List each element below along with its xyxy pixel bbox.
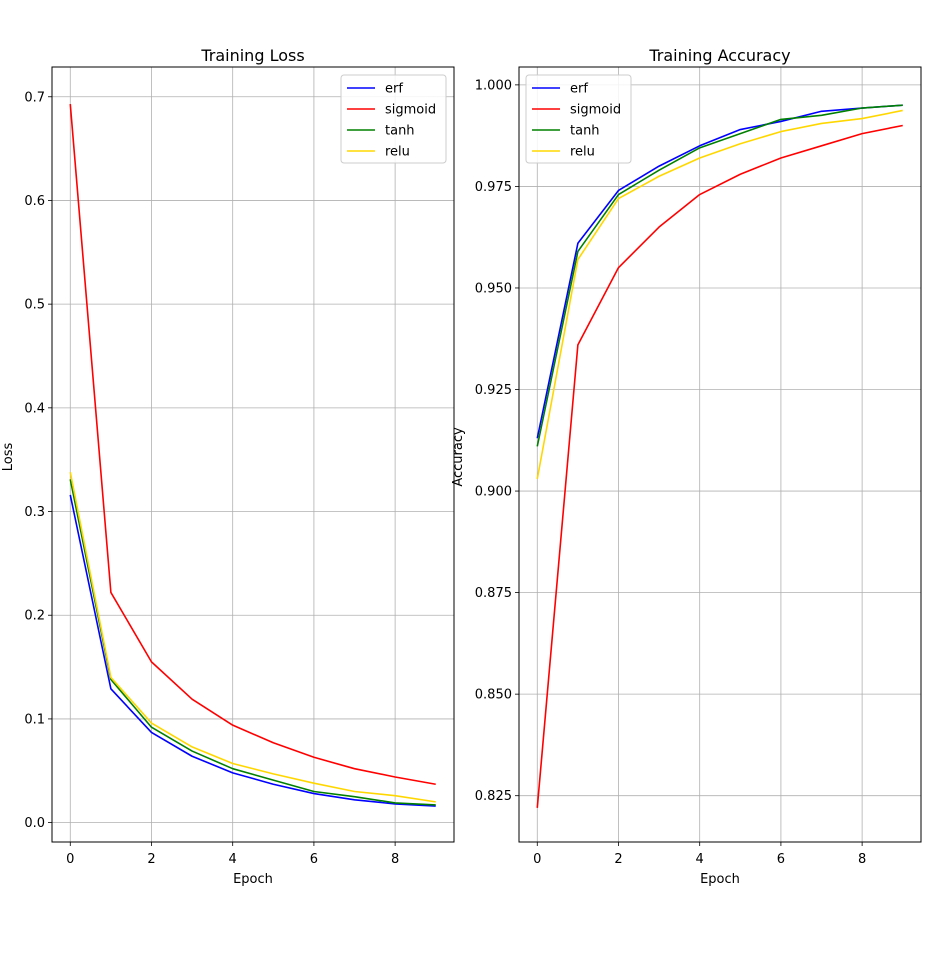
loss-y-tick-label: 0.0 [24, 816, 45, 831]
accuracy-legend-label-erf: erf [570, 82, 588, 97]
accuracy-y-tick-label: 1.000 [475, 78, 512, 93]
accuracy-series-line-erf [536, 104, 903, 439]
loss-y-tick-label: 0.7 [24, 90, 45, 105]
loss-y-tick-label: 0.5 [24, 298, 45, 313]
accuracy-y-tick-label: 0.925 [475, 383, 512, 398]
loss-series-line-erf [69, 494, 436, 807]
loss-x-tick-label: 6 [310, 852, 318, 867]
loss-chart-title: Training Loss [200, 46, 304, 65]
accuracy-x-tick-label: 6 [777, 852, 785, 867]
loss-series-line-relu [69, 471, 436, 803]
loss-series-line-tanh [69, 479, 436, 806]
accuracy-y-tick-label: 0.875 [475, 586, 512, 601]
accuracy-x-axis-label: Epoch [700, 872, 740, 887]
loss-series-line-sigmoid [69, 103, 436, 786]
accuracy-legend-label-relu: relu [570, 145, 595, 160]
loss-chart: 0 2 4 6 8 0.0 0.1 0.2 0.3 0.4 0.5 0.6 0.7 Training L… [1, 46, 455, 887]
loss-y-axis-label: Loss [1, 443, 16, 472]
loss-legend-label-erf: erf [385, 82, 403, 97]
loss-x-tick-label: 4 [229, 852, 237, 867]
accuracy-x-tick-label: 4 [696, 852, 704, 867]
loss-y-tick-label: 0.6 [24, 194, 45, 209]
accuracy-y-tick-label: 0.950 [475, 281, 512, 296]
loss-x-tick-label: 2 [147, 852, 155, 867]
accuracy-y-tick-label: 0.900 [475, 485, 512, 500]
accuracy-legend-label-tanh: tanh [570, 124, 600, 139]
loss-legend-label-sigmoid: sigmoid [385, 103, 436, 118]
accuracy-series-line-relu [536, 109, 903, 480]
accuracy-y-tick-label: 0.825 [475, 789, 512, 804]
loss-legend-label-relu: relu [385, 145, 410, 160]
accuracy-legend [525, 74, 632, 164]
loss-x-tick-label: 8 [391, 852, 399, 867]
accuracy-chart-title: Training Accuracy [648, 46, 790, 65]
accuracy-legend-label-sigmoid: sigmoid [570, 103, 621, 118]
loss-plot-frame [51, 66, 455, 843]
loss-y-tick-label: 0.4 [24, 401, 45, 416]
accuracy-plot-frame [518, 66, 922, 843]
accuracy-chart: 0 2 4 6 8 0.825 0.850 0.875 0.900 0.925 0.950 0.975… [451, 46, 922, 887]
accuracy-y-tick-label: 0.850 [475, 688, 512, 703]
accuracy-x-tick-label: 2 [614, 852, 622, 867]
loss-x-tick-label: 0 [66, 852, 74, 867]
accuracy-y-tick-label: 0.975 [475, 180, 512, 195]
accuracy-x-tick-label: 8 [858, 852, 866, 867]
loss-legend [340, 74, 447, 164]
loss-y-tick-label: 0.1 [24, 712, 45, 727]
accuracy-series-line-sigmoid [536, 124, 903, 808]
loss-legend-label-tanh: tanh [385, 124, 415, 139]
accuracy-series-line-tanh [536, 104, 903, 447]
loss-x-axis-label: Epoch [233, 872, 273, 887]
accuracy-x-tick-label: 0 [533, 852, 541, 867]
accuracy-y-axis-label: Accuracy [451, 427, 466, 487]
loss-y-tick-label: 0.2 [24, 609, 45, 624]
loss-y-tick-label: 0.3 [24, 505, 45, 520]
